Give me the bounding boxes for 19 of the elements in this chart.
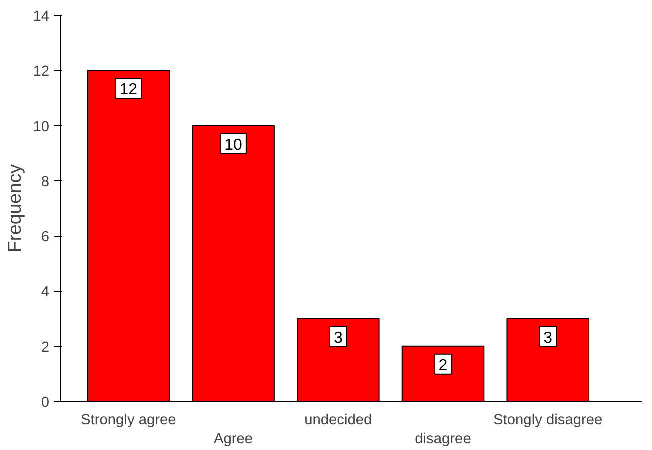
y-tick-label: 0 — [41, 395, 50, 411]
data-label: 2 — [438, 357, 448, 374]
data-label: 12 — [120, 82, 138, 99]
data-label: 10 — [224, 136, 243, 154]
x-tick-label: disagree — [415, 432, 472, 448]
x-tick-label: Agree — [214, 432, 254, 448]
data-label: 3 — [544, 330, 553, 347]
y-tick-label: 4 — [41, 284, 50, 301]
x-tick-label: Stongly disagree — [494, 412, 603, 428]
y-tick-label: 6 — [41, 230, 50, 246]
y-tick-label: 2 — [41, 340, 50, 356]
y-tick-label: 10 — [33, 119, 50, 136]
data-label: 3 — [334, 330, 343, 347]
y-tick-label: 8 — [41, 174, 50, 190]
x-tick-label: undecided — [304, 412, 372, 428]
y-axis-title: Frequency — [4, 164, 26, 253]
y-tick-label: 12 — [33, 64, 50, 80]
y-tick-label: 14 — [33, 9, 50, 25]
x-tick-label: Strongly agree — [81, 412, 176, 428]
